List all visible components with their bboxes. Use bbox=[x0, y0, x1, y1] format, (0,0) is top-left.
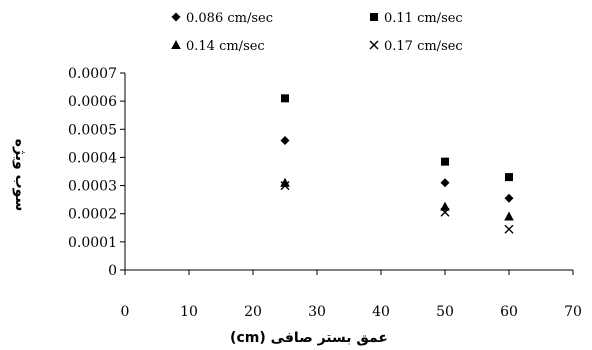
data-point-series-4 bbox=[280, 181, 290, 191]
legend-item: 0.14 cm/sec bbox=[171, 39, 265, 54]
data-point-series-2 bbox=[281, 94, 289, 103]
x-tick-label: 30 bbox=[308, 304, 326, 320]
data-point-series-3 bbox=[440, 201, 450, 211]
data-point-series-4 bbox=[504, 224, 514, 234]
x-tick-label: 20 bbox=[244, 304, 262, 320]
y-tick-label: 0.0007 bbox=[68, 66, 117, 82]
data-point-series-1 bbox=[280, 136, 290, 146]
x-axis-ticks: 0 10 20 30 40 50 60 70 bbox=[121, 270, 582, 320]
x-tick-label: 60 bbox=[500, 304, 518, 320]
legend: 0.086 cm/sec 0.11 cm/sec 0.14 cm/sec 0.17 c… bbox=[171, 11, 463, 54]
legend-label: 0.17 cm/sec bbox=[384, 39, 463, 54]
data-point-series-3 bbox=[280, 177, 290, 187]
data-point-series-2 bbox=[441, 157, 449, 166]
data-point-series-3 bbox=[504, 211, 514, 221]
legend-label: 0.11 cm/sec bbox=[384, 11, 463, 26]
x-tick-label: 10 bbox=[180, 304, 198, 320]
y-tick-label: 0.0001 bbox=[68, 235, 117, 251]
y-tick-label: 0.0005 bbox=[68, 122, 117, 138]
y-tick-label: 0.0003 bbox=[68, 179, 117, 195]
y-tick-label: 0.0004 bbox=[68, 150, 117, 166]
legend-item: 0.17 cm/sec bbox=[369, 39, 463, 54]
legend-marker bbox=[171, 12, 181, 22]
y-tick-label: 0.0006 bbox=[68, 94, 117, 110]
x-tick-label: 50 bbox=[436, 304, 454, 320]
legend-label: 0.086 cm/sec bbox=[186, 11, 273, 26]
x-tick-label: 70 bbox=[564, 304, 582, 320]
y-axis-title: سوب ویژه bbox=[12, 139, 28, 211]
legend-marker bbox=[369, 40, 379, 50]
data-point-series-4 bbox=[440, 207, 450, 217]
y-axis-ticks: 0 0.0001 0.0002 0.0003 0.0004 0.0005 0.0006 0.0… bbox=[68, 66, 125, 279]
y-tick-label: 0.0002 bbox=[68, 207, 117, 223]
data-point-series-1 bbox=[504, 193, 514, 203]
data-point-series-1 bbox=[440, 178, 450, 188]
x-tick-label: 40 bbox=[372, 304, 390, 320]
legend-item: 0.086 cm/sec bbox=[171, 11, 273, 26]
legend-marker bbox=[370, 13, 378, 21]
data-points bbox=[280, 94, 514, 234]
x-tick-label: 0 bbox=[121, 304, 130, 320]
legend-marker bbox=[171, 40, 181, 49]
data-point-series-2 bbox=[505, 173, 513, 182]
legend-item: 0.11 cm/sec bbox=[370, 11, 463, 26]
legend-label: 0.14 cm/sec bbox=[186, 39, 265, 54]
y-tick-label: 0 bbox=[108, 263, 117, 279]
x-axis-title: عمق بستر صافی (cm) bbox=[230, 330, 388, 346]
